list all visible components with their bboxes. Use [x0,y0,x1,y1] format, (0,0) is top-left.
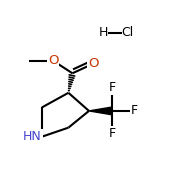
Text: H: H [99,26,108,39]
Polygon shape [89,107,112,115]
Text: F: F [131,104,138,117]
Text: F: F [109,81,116,94]
Text: HN: HN [23,130,42,143]
Text: O: O [88,57,99,70]
Text: O: O [48,54,58,67]
Text: F: F [109,127,116,140]
Text: Cl: Cl [121,26,134,39]
